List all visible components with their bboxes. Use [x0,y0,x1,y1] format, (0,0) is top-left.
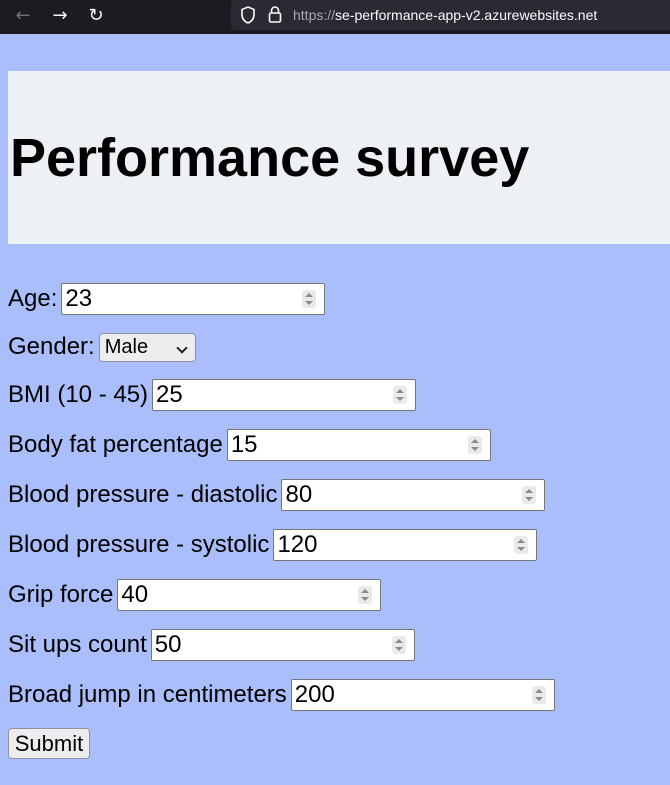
grip-spinner[interactable] [358,586,373,604]
diastolic-spinner[interactable] [522,486,537,504]
grip-input[interactable]: 40 [117,579,382,611]
jump-label: Broad jump in centimeters [8,681,287,708]
diastolic-label: Blood pressure - diastolic [8,481,278,508]
url-text: https://se-performance-app-v2.azurewebsi… [293,7,598,23]
page-header: Performance survey [8,71,670,244]
situps-input[interactable]: 50 [150,629,415,661]
address-bar[interactable]: https://se-performance-app-v2.azurewebsi… [231,0,670,30]
submit-button[interactable]: Submit [8,728,90,759]
browser-toolbar: ← → ↻ https://se-performance-app-v2.azur… [0,0,670,34]
body-fat-input[interactable]: 15 [226,429,491,461]
situps-spinner[interactable] [391,636,406,654]
page-title: Performance survey [10,128,530,188]
bmi-spinner[interactable] [393,386,408,404]
forward-arrow-icon[interactable]: → [52,5,68,26]
systolic-row: Blood pressure - systolic 120 [8,528,538,562]
systolic-input[interactable]: 120 [273,529,538,561]
age-spinner[interactable] [302,290,317,308]
jump-spinner[interactable] [531,686,546,704]
body-fat-row: Body fat percentage 15 [8,428,491,462]
back-arrow-icon[interactable]: ← [15,5,31,26]
chevron-down-icon [176,341,188,354]
diastolic-value: 80 [285,481,313,508]
reload-icon[interactable]: ↻ [88,5,104,26]
diastolic-input[interactable]: 80 [281,479,546,511]
gender-select[interactable]: Male [98,332,196,362]
diastolic-row: Blood pressure - diastolic 80 [8,478,546,512]
jump-row: Broad jump in centimeters 200 [8,678,555,712]
gender-label: Gender: [8,333,95,360]
bmi-row: BMI (10 - 45) 25 [8,378,417,412]
body-fat-value: 15 [230,431,258,458]
systolic-spinner[interactable] [514,536,529,554]
grip-label: Grip force [8,581,114,608]
gender-row: Gender: Male [8,330,196,364]
situps-row: Sit ups count 50 [8,628,415,662]
age-value: 23 [65,285,93,312]
shield-icon[interactable] [240,6,256,24]
bmi-input[interactable]: 25 [152,379,417,411]
age-label: Age: [8,285,58,312]
situps-value: 50 [154,631,182,658]
systolic-value: 120 [277,531,318,558]
bmi-label: BMI (10 - 45) [8,381,149,408]
age-row: Age: 23 [8,282,326,316]
bmi-value: 25 [156,381,183,408]
gender-selected-value: Male [104,335,149,358]
body-fat-label: Body fat percentage [8,431,223,458]
situps-label: Sit ups count [8,631,147,658]
body-fat-spinner[interactable] [467,436,482,454]
lock-icon[interactable] [268,6,282,23]
systolic-label: Blood pressure - systolic [8,531,270,558]
jump-input[interactable]: 200 [290,679,555,711]
age-input[interactable]: 23 [61,283,326,315]
grip-value: 40 [121,581,149,608]
grip-row: Grip force 40 [8,578,382,612]
jump-value: 200 [294,681,335,708]
